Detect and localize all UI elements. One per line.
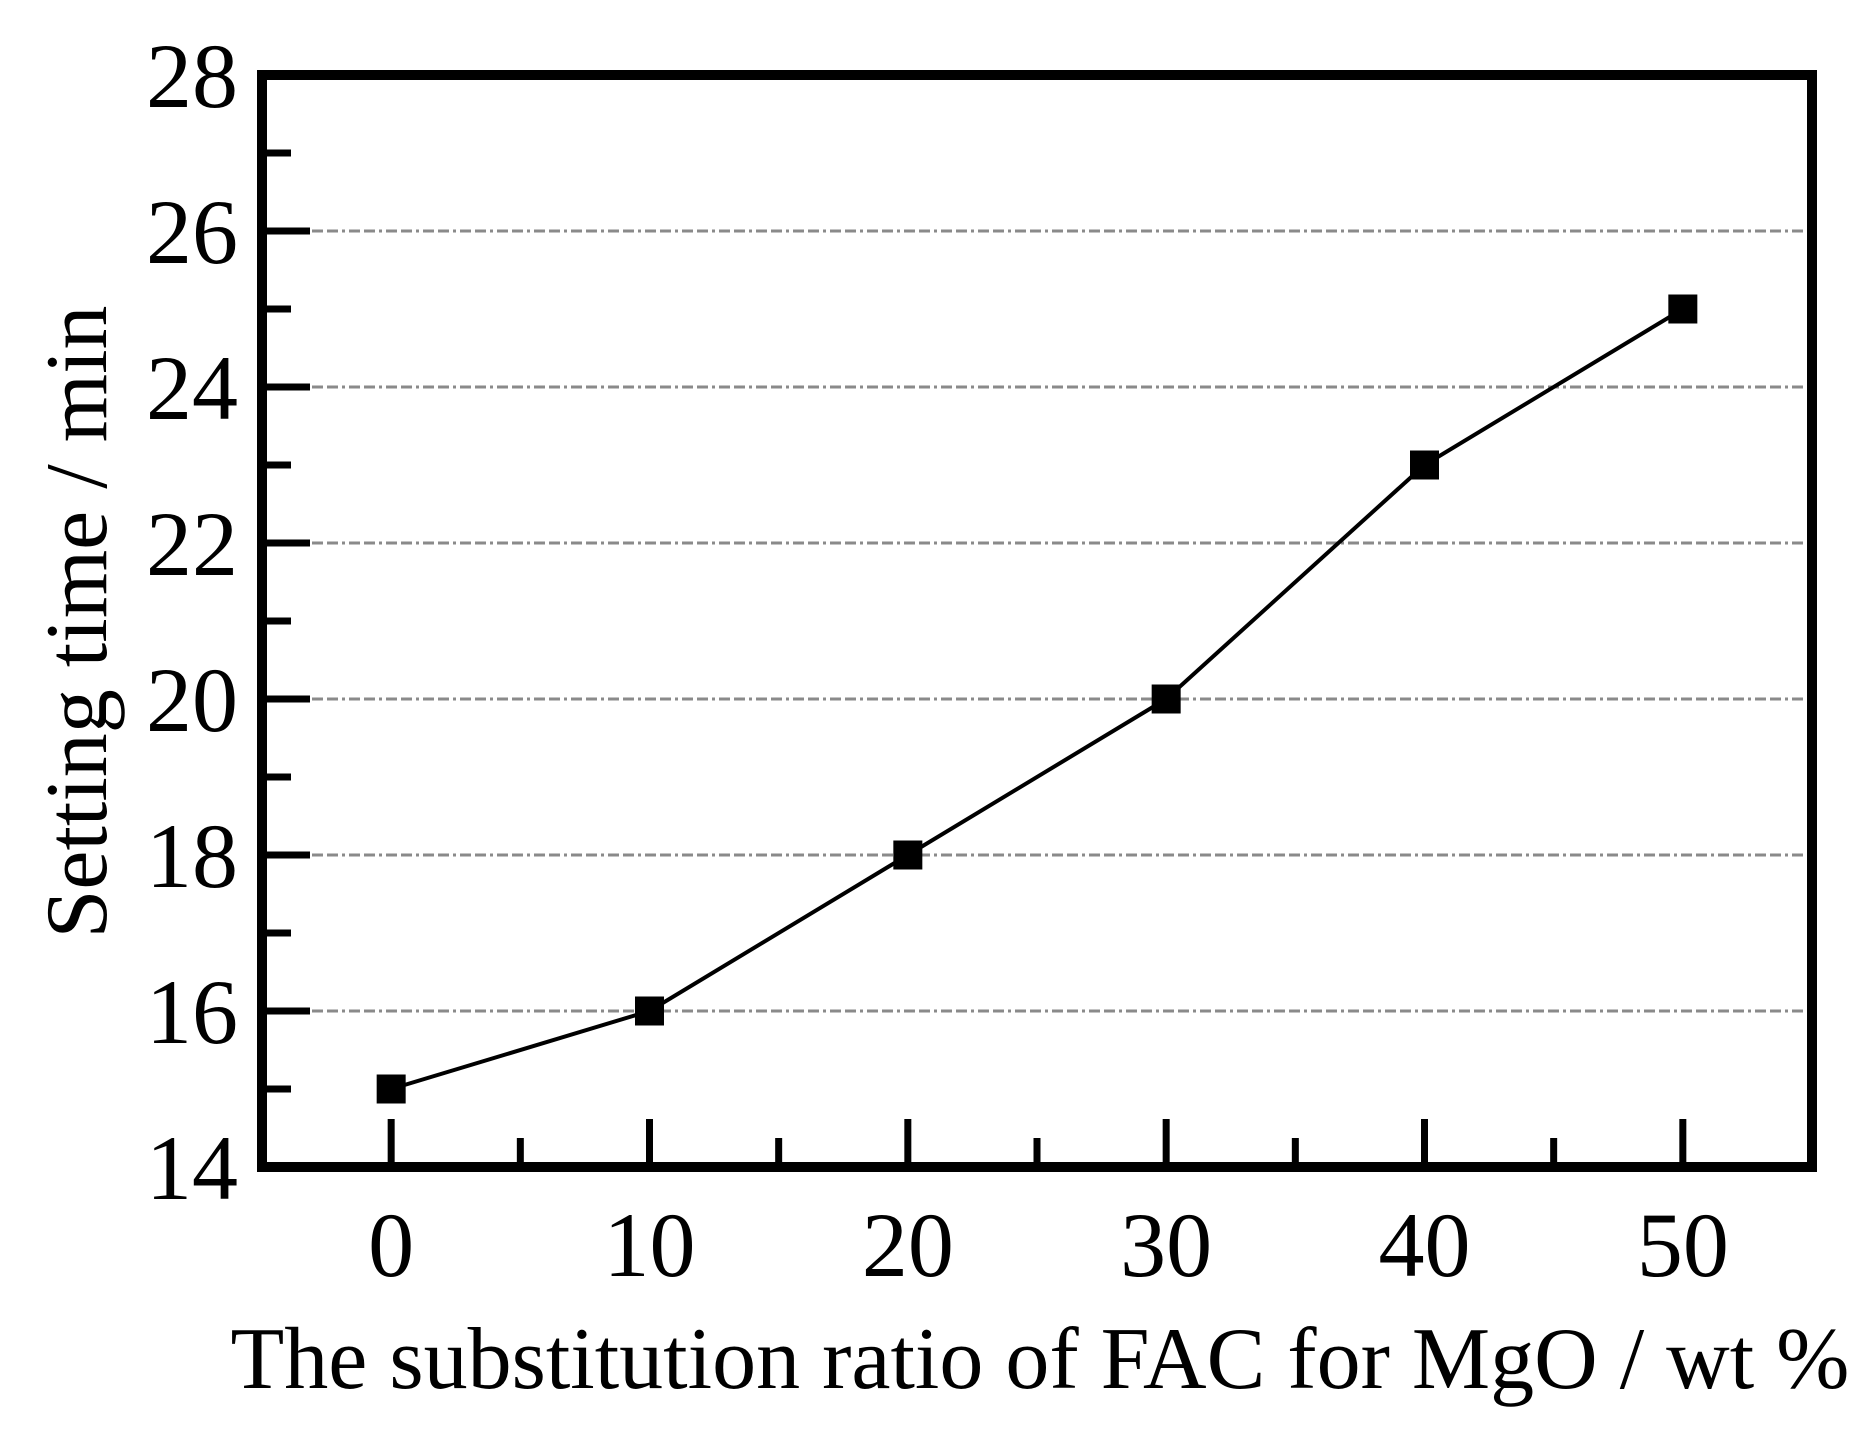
- y-axis-title: Setting time / min: [29, 305, 126, 938]
- y-tick-label: 14: [146, 1117, 238, 1219]
- y-tick-label: 18: [146, 805, 238, 907]
- plot-frame: [257, 70, 1817, 1172]
- x-axis-title: The substitution ratio of FAC for MgO / …: [231, 1311, 1850, 1408]
- axis-frame-group: [257, 70, 1817, 1172]
- x-tick-label: 0: [368, 1194, 414, 1296]
- x-tick-label: 10: [604, 1194, 696, 1296]
- data-point-marker: [1151, 684, 1181, 714]
- y-tick-label: 28: [146, 25, 238, 127]
- y-tick-labels-group: 14 16 18 20 22 24 26 28: [146, 25, 238, 1219]
- data-point-marker: [635, 996, 664, 1026]
- gridlines-group: [312, 229, 1807, 1013]
- x-axis-ticks-group: [387, 1119, 1687, 1164]
- y-tick-label: 16: [146, 961, 238, 1063]
- x-tick-label: 40: [1379, 1194, 1471, 1296]
- y-tick-label: 20: [146, 649, 238, 751]
- y-axis-ticks-group: [265, 149, 310, 1093]
- x-tick-labels-group: 0 10 20 30 40 50: [368, 1194, 1729, 1296]
- x-tick-label: 50: [1637, 1194, 1729, 1296]
- data-point-marker: [376, 1074, 406, 1104]
- data-point-marker: [893, 840, 923, 870]
- y-tick-label: 22: [146, 493, 238, 595]
- data-line: [390, 307, 1684, 1091]
- y-tick-label: 24: [146, 337, 238, 439]
- x-tick-label: 20: [862, 1194, 954, 1296]
- data-point-marker: [1668, 294, 1698, 324]
- y-tick-label: 26: [146, 181, 238, 283]
- data-point-marker: [1410, 450, 1439, 480]
- x-tick-label: 30: [1120, 1194, 1212, 1296]
- data-series-group: [376, 294, 1698, 1104]
